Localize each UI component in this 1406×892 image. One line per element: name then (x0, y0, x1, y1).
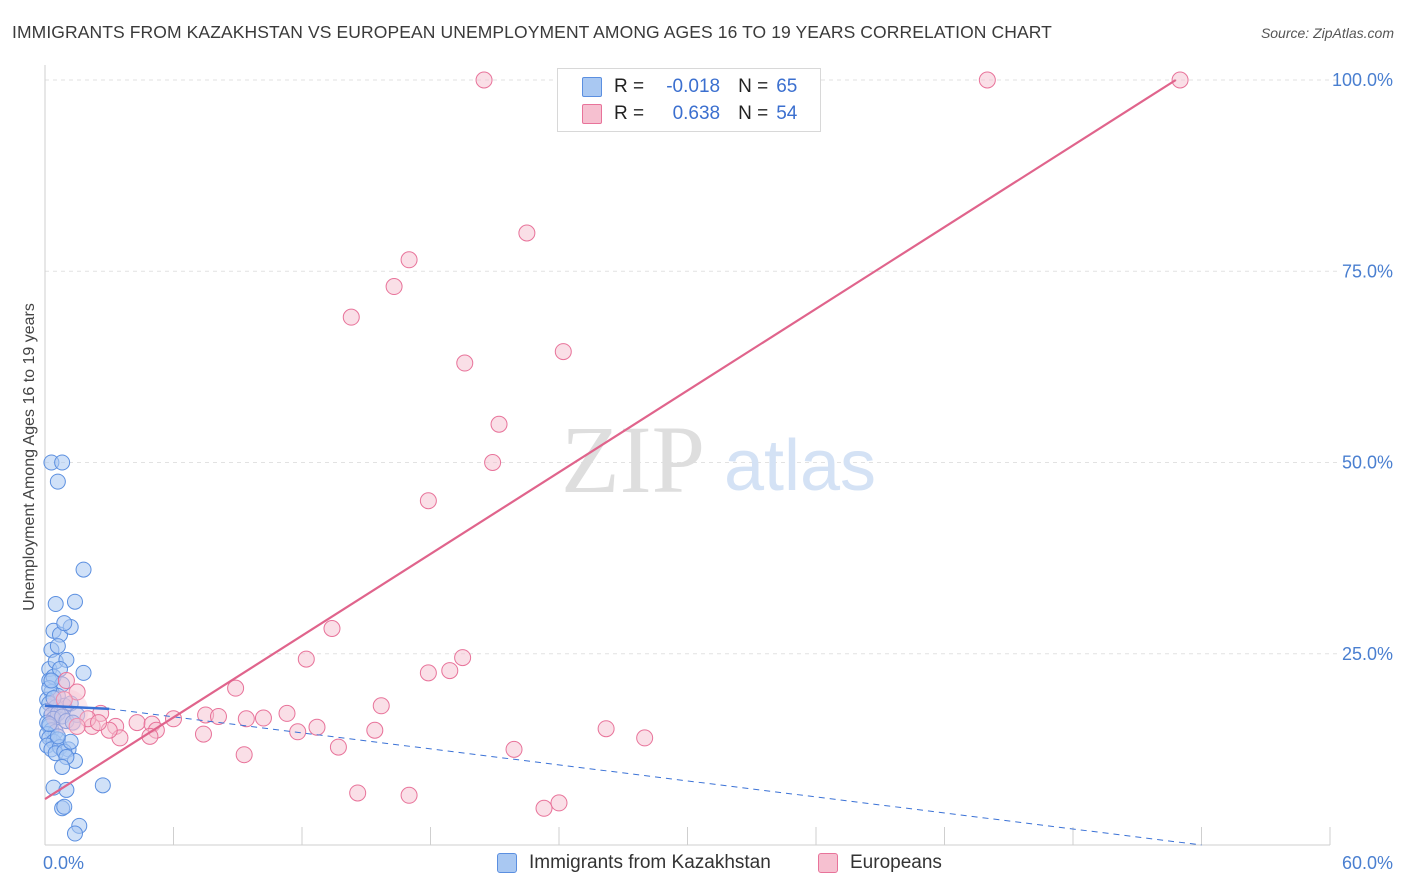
data-point-europeans (490, 415, 508, 433)
trend-line-europeans (44, 79, 1177, 801)
data-point-europeans (57, 672, 75, 690)
data-point-kazakhstan (41, 716, 58, 733)
watermark-atlas: atlas (724, 426, 876, 506)
watermark-zip: ZIP (561, 406, 705, 513)
legend-n-label: N = (738, 75, 769, 97)
data-point-europeans (342, 308, 360, 326)
data-point-europeans (1171, 71, 1189, 89)
data-point-europeans (419, 492, 437, 510)
data-point-europeans (209, 707, 227, 725)
data-point-europeans (456, 354, 474, 372)
legend-n-value: 54 (776, 102, 798, 124)
data-point-europeans (535, 799, 553, 817)
legend-n-value: 65 (776, 75, 798, 97)
data-point-europeans (349, 784, 367, 802)
data-point-europeans (278, 704, 296, 722)
watermark: ZIP atlas (561, 406, 876, 513)
y-tick-label: 75.0% (1342, 261, 1393, 281)
trend-lines (44, 79, 1202, 846)
data-point-kazakhstan (49, 638, 66, 655)
data-point-kazakhstan (47, 596, 64, 613)
bottom-legend-label-kazakhstan: Immigrants from Kazakhstan (529, 852, 771, 873)
legend-swatch-kazakhstan (582, 76, 602, 97)
data-point-europeans (366, 721, 384, 739)
data-point-kazakhstan (43, 672, 60, 689)
data-point-kazakhstan (94, 777, 111, 794)
bottom-legend-swatch-kazakhstan (497, 853, 517, 873)
data-point-kazakhstan (66, 593, 83, 610)
data-point-europeans (128, 714, 146, 732)
legend-r-value: -0.018 (666, 75, 721, 97)
x-tick-label: 60.0% (1342, 853, 1393, 873)
bottom-legend-kazakhstan: Immigrants from Kazakhstan (497, 852, 771, 874)
bottom-legend-europeans: Europeans (818, 852, 942, 874)
data-point-europeans (235, 746, 253, 764)
data-point-europeans (329, 738, 347, 756)
data-point-kazakhstan (49, 473, 66, 490)
data-point-europeans (237, 710, 255, 728)
data-point-europeans (518, 224, 536, 242)
data-point-kazakhstan (75, 561, 92, 578)
data-point-europeans (554, 343, 572, 361)
data-cluster-europeans (44, 689, 89, 734)
data-point-europeans (297, 650, 315, 668)
data-point-europeans (308, 718, 326, 736)
data-point-kazakhstan (56, 615, 73, 632)
bottom-legend-swatch-europeans (818, 853, 838, 873)
data-point-europeans (227, 679, 245, 697)
data-point-europeans (68, 683, 86, 701)
data-point-europeans (323, 620, 341, 638)
data-point-europeans (636, 729, 654, 747)
y-axis-label: Unemployment Among Ages 16 to 19 years (21, 303, 38, 611)
data-point-europeans (475, 71, 493, 89)
data-point-europeans (441, 662, 459, 680)
data-point-europeans (400, 251, 418, 269)
legend-r-label: R = (614, 75, 645, 97)
data-point-kazakhstan (54, 758, 71, 775)
data-point-kazakhstan (49, 728, 66, 745)
data-point-europeans (68, 717, 86, 735)
legend: R = -0.018 N = 65 R = 0.638 N = 54 (557, 68, 821, 132)
data-point-europeans (90, 714, 108, 732)
source-label: Source: ZipAtlas.com (1260, 25, 1394, 41)
series-kazakhstan-points (39, 454, 111, 842)
legend-n-label: N = (738, 102, 769, 124)
legend-row-europeans: R = 0.638 N = 54 (558, 100, 797, 127)
y-tick-label: 100.0% (1332, 70, 1393, 90)
chart-title: IMMIGRANTS FROM KAZAKHSTAN VS EUROPEAN U… (12, 22, 1052, 42)
data-point-europeans (484, 454, 502, 471)
data-point-europeans (454, 649, 472, 667)
data-point-europeans (372, 697, 390, 715)
data-point-europeans (254, 709, 272, 727)
data-point-europeans (505, 740, 523, 758)
data-point-europeans (419, 664, 437, 682)
bottom-legend-label-europeans: Europeans (850, 852, 942, 873)
data-point-kazakhstan (56, 798, 73, 815)
data-point-europeans (289, 723, 307, 741)
gridlines (45, 79, 1340, 655)
series-europeans-points (44, 71, 1189, 817)
tick-labels: 25.0% 50.0% 75.0% 100.0% 0.0% 60.0% (43, 70, 1393, 873)
data-point-kazakhstan (66, 825, 83, 842)
x-tick-label: 0.0% (43, 853, 84, 873)
data-point-europeans (978, 71, 996, 89)
legend-r-value: 0.638 (672, 102, 721, 124)
bottom-legend: Immigrants from Kazakhstan Europeans (0, 852, 1406, 876)
data-point-europeans (385, 278, 403, 296)
y-tick-label: 50.0% (1342, 453, 1393, 473)
trend-line-kazakhstan-dashed (109, 708, 1202, 846)
data-point-kazakhstan (54, 454, 71, 471)
data-point-europeans (400, 786, 418, 804)
legend-r-label: R = (614, 102, 645, 124)
data-point-europeans (597, 720, 615, 738)
trend-line-kazakhstan (44, 704, 110, 711)
legend-row-kazakhstan: R = -0.018 N = 65 (558, 73, 797, 100)
data-point-kazakhstan (75, 664, 92, 681)
data-point-europeans (194, 725, 212, 743)
y-tick-label: 25.0% (1342, 644, 1393, 664)
data-point-europeans (550, 794, 568, 812)
legend-swatch-europeans (582, 103, 602, 124)
